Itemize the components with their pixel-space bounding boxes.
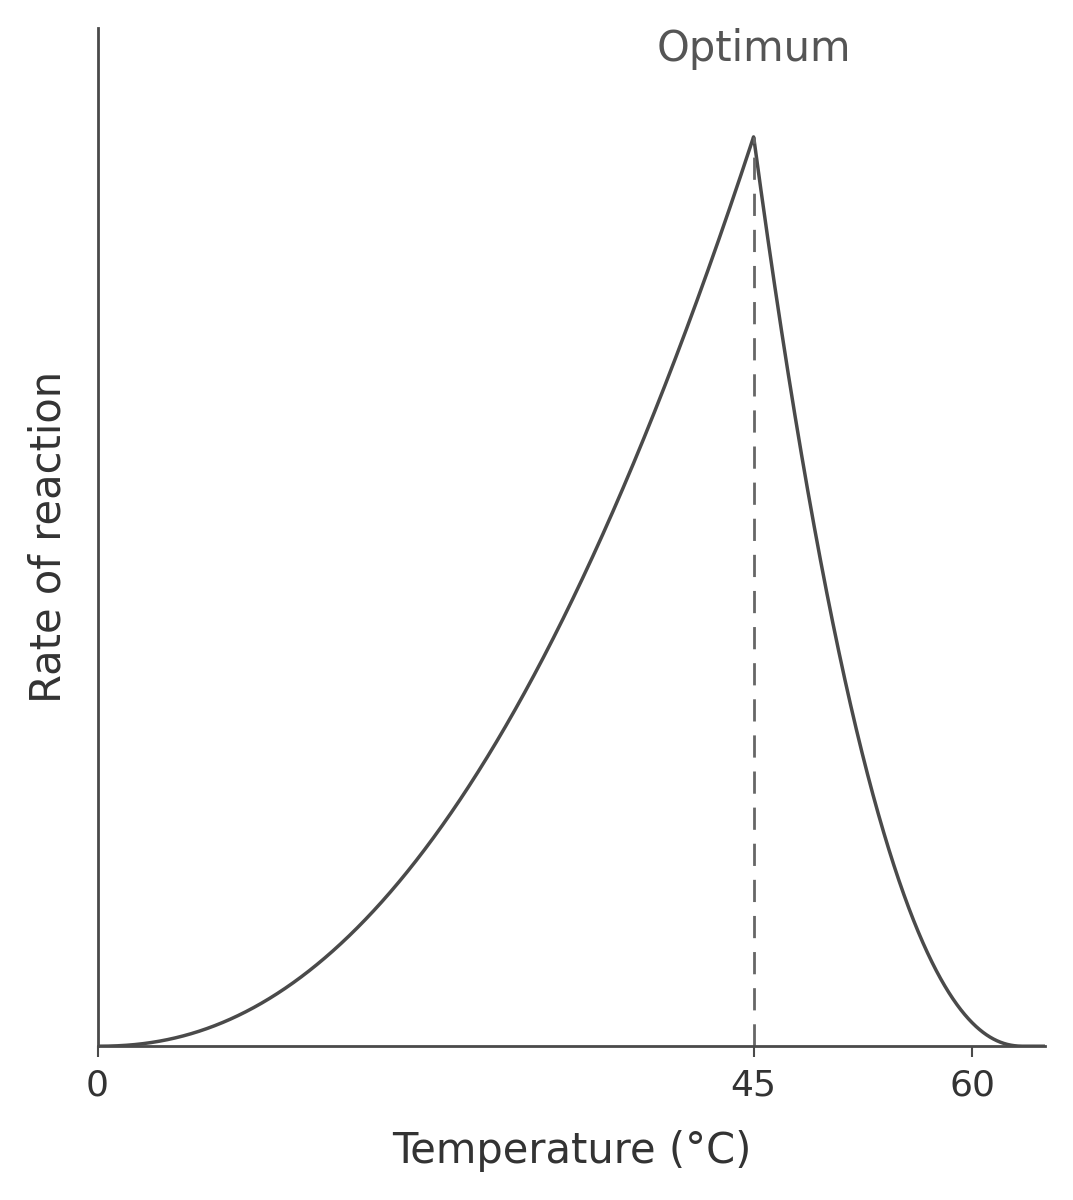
Text: Optimum: Optimum — [657, 28, 851, 70]
Y-axis label: Rate of reaction: Rate of reaction — [28, 371, 70, 703]
X-axis label: Temperature (°C): Temperature (°C) — [392, 1130, 751, 1172]
